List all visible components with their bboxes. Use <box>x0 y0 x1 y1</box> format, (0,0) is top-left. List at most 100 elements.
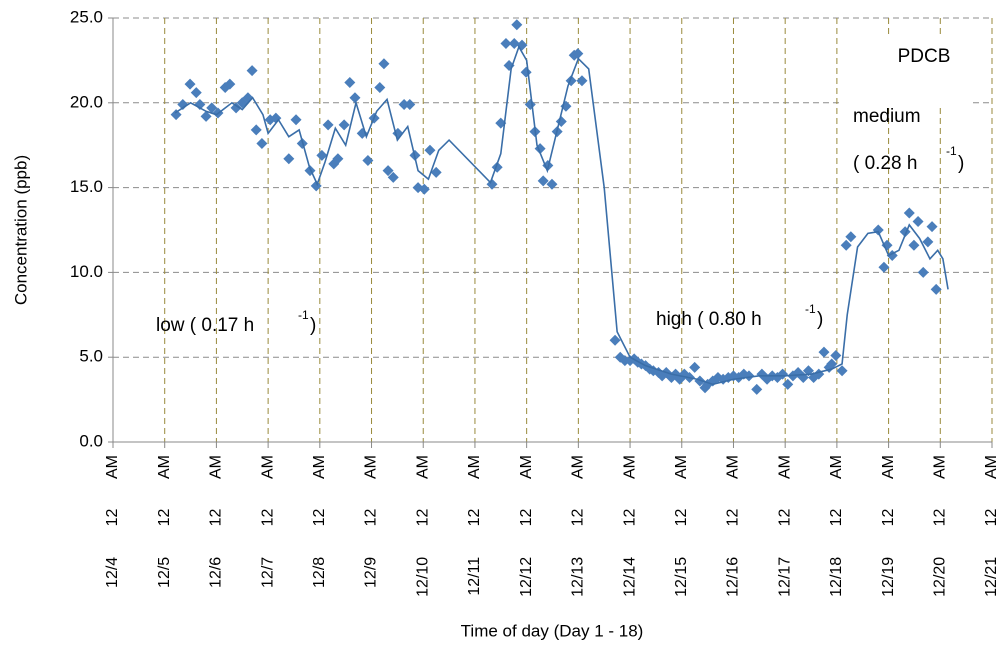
data-point <box>500 37 512 49</box>
plot <box>170 19 949 395</box>
data-point <box>609 334 621 346</box>
x-tick-label: 12/11 12 AM <box>466 455 483 596</box>
data-point <box>378 58 390 70</box>
y-tick-label: 25.0 <box>70 7 103 26</box>
data-point <box>917 266 929 278</box>
x-tick-label: 12/17 12 AM <box>776 455 793 597</box>
data-point <box>430 166 442 178</box>
data-point <box>316 149 328 161</box>
data-point <box>250 124 262 136</box>
data-point <box>200 110 212 122</box>
y-axis-title: Concentration (ppb) <box>11 155 30 305</box>
data-point <box>694 375 706 387</box>
data-point <box>332 153 344 165</box>
data-point <box>382 165 394 177</box>
y-tick-label: 5.0 <box>79 347 103 366</box>
data-point <box>310 180 322 192</box>
data-point <box>224 78 236 90</box>
data-point <box>338 119 350 131</box>
annotation: -1 <box>298 308 309 322</box>
data-point <box>418 183 430 195</box>
data-point <box>576 75 588 87</box>
data-point <box>206 102 218 114</box>
annotation: low ( 0.17 h <box>156 315 254 336</box>
data-point <box>283 153 295 165</box>
data-point <box>845 231 857 243</box>
data-point <box>830 350 842 362</box>
x-tick-label: 12/19 12 AM <box>880 455 897 597</box>
data-point <box>177 98 189 110</box>
data-point <box>836 365 848 377</box>
data-point <box>922 236 934 248</box>
x-tick-label: 12/9 12 AM <box>363 455 380 588</box>
x-tick-label: 12/15 12 AM <box>673 455 690 597</box>
y-tick-label: 15.0 <box>70 177 103 196</box>
x-tick-label: 12/4 12 AM <box>104 455 121 588</box>
data-point <box>689 361 701 373</box>
data-point <box>256 138 268 150</box>
data-point <box>903 207 915 219</box>
data-point <box>398 98 410 110</box>
data-point <box>503 59 515 71</box>
y-tick-label: 0.0 <box>79 431 103 450</box>
data-point <box>818 346 830 358</box>
data-point <box>743 370 755 382</box>
annotation: -1 <box>805 302 816 316</box>
annotation: ( 0.28 h <box>853 153 917 174</box>
annotation: ) <box>958 153 964 174</box>
data-point <box>840 239 852 251</box>
annotation: high ( 0.80 h <box>656 309 762 330</box>
data-point <box>290 114 302 126</box>
data-point <box>404 98 416 110</box>
x-tick-label: 12/18 12 AM <box>828 455 845 597</box>
data-point <box>374 82 386 94</box>
annotation: PDCB <box>898 46 951 67</box>
data-point <box>908 239 920 251</box>
data-point <box>230 102 242 114</box>
y-tick-label: 10.0 <box>70 262 103 281</box>
data-point <box>572 48 584 60</box>
model-line <box>174 44 949 386</box>
annotation: ) <box>817 309 823 330</box>
data-point <box>537 175 549 187</box>
data-point <box>777 368 789 380</box>
annotation: medium <box>853 106 921 127</box>
data-point <box>170 109 182 121</box>
x-tick-label: 12/13 12 AM <box>570 455 587 597</box>
data-point <box>387 171 399 183</box>
annotation: ) <box>310 315 316 336</box>
x-tick-label: 12/7 12 AM <box>259 455 276 588</box>
data-point <box>508 37 520 49</box>
x-tick-label: 12/6 12 AM <box>208 455 225 588</box>
data-point <box>826 358 838 370</box>
x-tick-label: 12/16 12 AM <box>725 455 742 597</box>
data-point <box>930 283 942 295</box>
annotation: -1 <box>946 144 957 158</box>
data-point <box>246 65 258 77</box>
label-backdrop <box>842 36 972 106</box>
data-point <box>912 216 924 228</box>
data-point <box>926 221 938 233</box>
data-point <box>344 76 356 88</box>
x-tick-label: 12/5 12 AM <box>156 455 173 588</box>
data-point <box>349 92 361 104</box>
data-point <box>362 154 374 166</box>
x-tick-label: 12/12 12 AM <box>518 455 535 597</box>
x-tick-label: 12/8 12 AM <box>311 455 328 588</box>
data-point <box>190 87 202 99</box>
data-point <box>782 378 794 390</box>
data-point <box>322 119 334 131</box>
data-point <box>878 261 890 273</box>
data-point <box>424 144 436 156</box>
x-axis-title: Time of day (Day 1 - 18) <box>461 621 644 640</box>
data-point <box>881 239 893 251</box>
x-tick-label: 12/10 12 AM <box>414 455 431 597</box>
data-point <box>511 19 523 31</box>
x-tick-label: 12/20 12 AM <box>932 455 949 597</box>
x-tick-label: 12/21 12 AM <box>983 455 1000 597</box>
data-point <box>184 78 196 90</box>
data-point <box>546 178 558 190</box>
data-point <box>751 383 763 395</box>
